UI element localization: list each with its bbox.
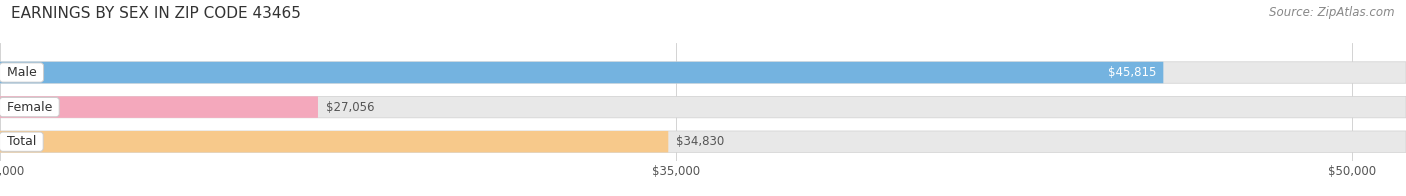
FancyBboxPatch shape [0,62,1406,83]
Text: Source: ZipAtlas.com: Source: ZipAtlas.com [1270,6,1395,19]
FancyBboxPatch shape [0,62,1163,83]
Text: Total: Total [3,135,41,148]
FancyBboxPatch shape [0,96,1406,118]
FancyBboxPatch shape [0,131,668,152]
FancyBboxPatch shape [0,131,1406,152]
Text: $45,815: $45,815 [1108,66,1157,79]
Text: EARNINGS BY SEX IN ZIP CODE 43465: EARNINGS BY SEX IN ZIP CODE 43465 [11,6,301,21]
Text: $34,830: $34,830 [676,135,724,148]
Text: Male: Male [3,66,41,79]
Text: Female: Female [3,101,56,114]
FancyBboxPatch shape [0,96,318,118]
Text: $27,056: $27,056 [326,101,374,114]
